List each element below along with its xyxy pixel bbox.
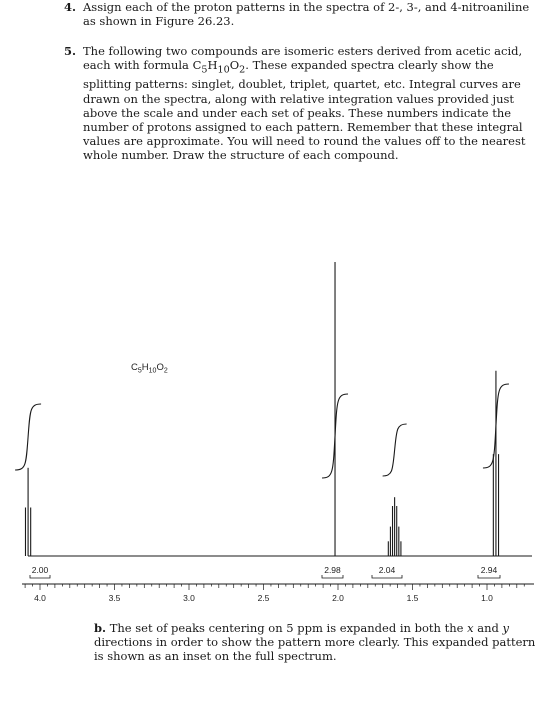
spectrum-formula-label: C5H10O2 <box>131 362 168 375</box>
integral-value: 2.00 <box>32 565 49 575</box>
question-4: 4. Assign each of the proton patterns in… <box>64 0 534 28</box>
molecular-formula: C5H10O2 <box>192 58 246 76</box>
part-b-label: b. <box>94 621 107 635</box>
peak-triplet <box>492 370 500 556</box>
integral-bracket <box>371 575 403 579</box>
integral-bracket <box>321 575 344 579</box>
axis-tick-label: 2.5 <box>258 593 270 603</box>
integral-curve <box>482 383 509 469</box>
integral-curve <box>382 423 407 477</box>
ppm-axis: 4.0 3.5 3.0 2.5 2.0 1.5 1.0 <box>22 583 534 603</box>
axis-tick-label: 1.0 <box>481 593 493 603</box>
question-number: 5. <box>64 44 77 58</box>
integral-value: 2.98 <box>324 565 341 575</box>
axis-tick-label: 4.0 <box>34 593 46 603</box>
text-after-formula: . These expanded spectra clearly show th… <box>83 58 526 162</box>
question-5: 5. The following two compounds are isome… <box>64 44 534 162</box>
text-before-formula: The following two compounds are isomeric… <box>83 44 523 73</box>
integral-bracket <box>29 575 51 579</box>
peak-multiplet <box>387 497 402 556</box>
axis-tick-label: 1.5 <box>407 593 419 603</box>
axis-tick-label: 2.0 <box>332 593 344 603</box>
integral-curves <box>15 383 509 479</box>
question-number: 4. <box>64 0 77 14</box>
axis-tick-label: 3.0 <box>183 593 195 603</box>
question-text: Assign each of the proton patterns in th… <box>83 0 530 29</box>
spectrum-peaks <box>24 262 500 556</box>
axis-tick-label: 3.5 <box>109 593 121 603</box>
integral-values: 2.00 2.98 2.04 2.94 <box>29 565 501 579</box>
integral-bracket <box>477 575 501 579</box>
question-text: The following two compounds are isomeric… <box>83 44 534 162</box>
part-b: b. The set of peaks centering on 5 ppm i… <box>94 621 536 664</box>
integral-curve <box>322 393 349 479</box>
integral-curve <box>15 403 42 471</box>
integral-value: 2.04 <box>379 565 396 575</box>
peak-triplet <box>24 467 32 556</box>
integral-value: 2.94 <box>481 565 498 575</box>
